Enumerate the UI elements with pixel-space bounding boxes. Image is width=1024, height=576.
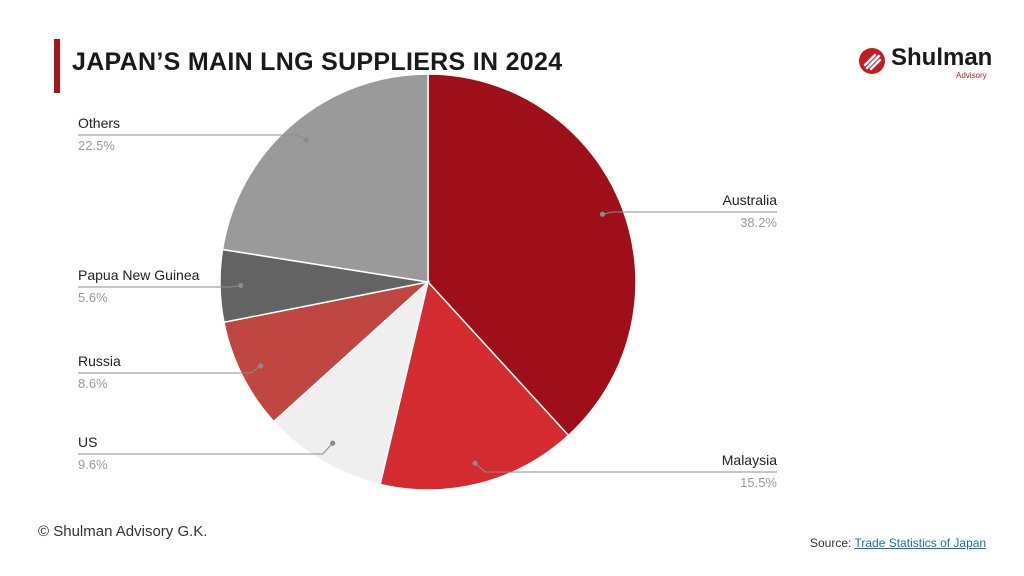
pie-slice-others — [221, 73, 429, 283]
slice-value-us: 9.6% — [78, 457, 108, 472]
leader-dot-others — [303, 137, 309, 143]
source-label: Source: — [810, 536, 852, 550]
leader-line-russia — [78, 365, 261, 374]
leader-line-australia — [602, 211, 777, 215]
slice-label-malaysia: Malaysia — [722, 452, 777, 468]
logo-subtitle: Advisory — [956, 71, 987, 80]
page-title: JAPAN’S MAIN LNG SUPPLIERS IN 2024 — [72, 48, 563, 76]
slice-value-others: 22.5% — [78, 138, 115, 153]
source-note: Source: Trade Statistics of Japan — [810, 536, 986, 550]
leader-dot-australia — [599, 211, 606, 217]
leader-line-malaysia — [474, 462, 777, 473]
pie-slice-australia — [427, 73, 637, 437]
pie-slice-russia — [223, 280, 431, 423]
slice-label-us: US — [78, 434, 97, 450]
leader-dot-papua-new-guinea — [238, 282, 244, 289]
leader-dot-us — [330, 440, 336, 446]
slice-label-others: Others — [78, 115, 120, 131]
leader-line-us — [78, 442, 334, 455]
source-link[interactable]: Trade Statistics of Japan — [854, 536, 987, 550]
slice-label-papua-new-guinea: Papua New Guinea — [78, 267, 200, 283]
copyright-text: © Shulman Advisory G.K. — [38, 523, 208, 540]
leader-dot-russia — [258, 363, 264, 369]
shulman-logo-icon — [859, 48, 885, 74]
leader-line-others — [78, 134, 307, 141]
title-accent-bar — [54, 39, 60, 93]
leader-dot-malaysia — [472, 460, 478, 466]
pie-slice-malaysia — [379, 280, 570, 491]
slice-value-papua-new-guinea: 5.6% — [78, 290, 108, 305]
leader-line-papua-new-guinea — [78, 285, 241, 288]
logo-name: Shulman — [891, 44, 993, 71]
shulman-logo: Shulman Advisory — [858, 44, 998, 84]
pie-slice-us — [272, 279, 430, 486]
slice-value-australia: 38.2% — [740, 215, 777, 230]
slice-value-malaysia: 15.5% — [740, 475, 777, 490]
slice-value-russia: 8.6% — [78, 376, 108, 391]
slice-label-australia: Australia — [723, 192, 778, 208]
slice-label-russia: Russia — [78, 353, 121, 369]
